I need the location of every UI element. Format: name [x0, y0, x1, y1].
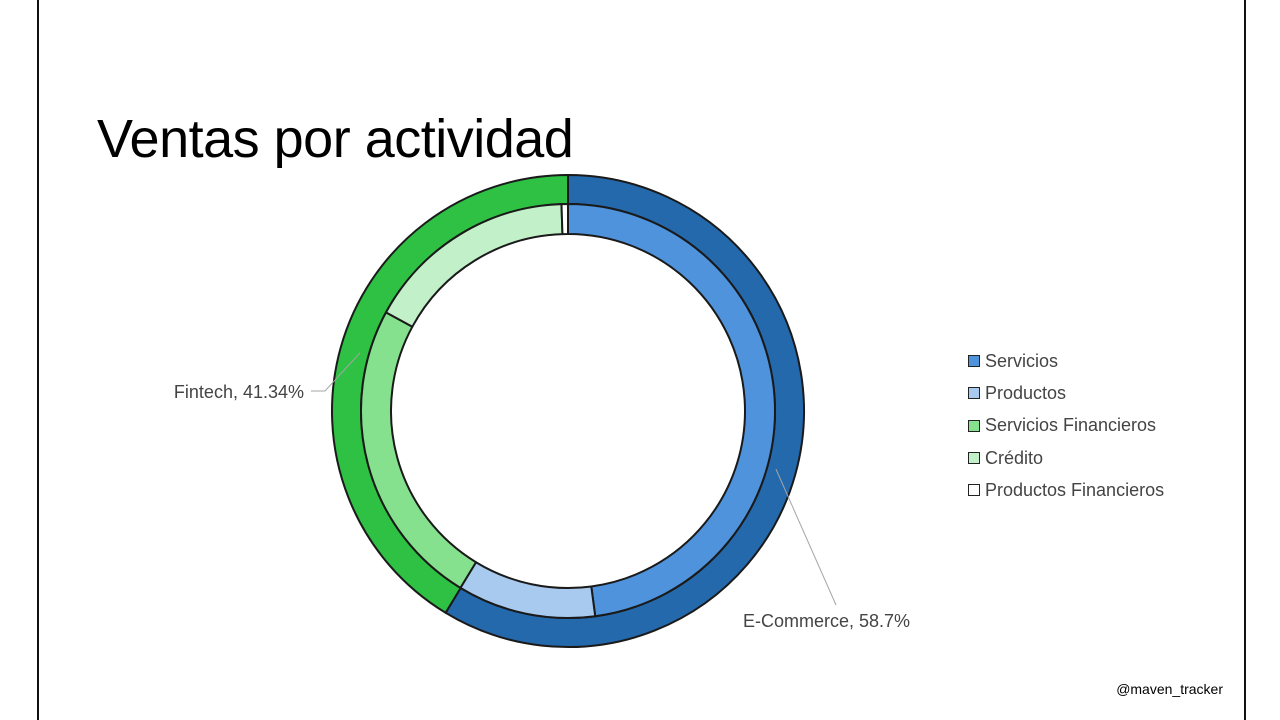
legend-label: Productos [985, 382, 1067, 403]
leader-line-fintech [311, 352, 361, 392]
legend-swatch [968, 419, 980, 432]
legend-swatch [968, 387, 980, 400]
legend-label: Servicios Financieros [985, 415, 1157, 436]
slide-border-left [37, 0, 39, 720]
data-label-fintech: Fintech, 41.34% [174, 382, 304, 402]
watermark-handle: @maven_tracker [1116, 681, 1223, 697]
slice-productos-financieros [560, 202, 569, 236]
legend-item-credito: Crédito [968, 442, 1164, 474]
leader-line-ecommerce [775, 468, 837, 606]
legend-swatch [968, 452, 980, 465]
legend-label: Servicios [985, 350, 1059, 371]
legend-item-productos-financieros: Productos Financieros [968, 474, 1164, 506]
legend-item-servicios: Servicios [968, 345, 1164, 377]
slide-border-right [1244, 0, 1246, 720]
legend-swatch [968, 355, 980, 368]
chart-legend: Servicios Productos Servicios Financiero… [968, 345, 1164, 506]
outer-ring [331, 174, 805, 648]
leader-lines [311, 352, 837, 606]
slide-title: Ventas por actividad [97, 109, 574, 170]
legend-item-productos: Productos [968, 377, 1164, 409]
data-label-ecommerce: E-Commerce, 58.7% [743, 611, 910, 631]
inner-ring [360, 202, 776, 619]
legend-label: Productos Financieros [985, 479, 1165, 500]
legend-item-servicios-financieros: Servicios Financieros [968, 410, 1164, 442]
legend-swatch [968, 484, 980, 497]
legend-label: Crédito [985, 447, 1044, 468]
